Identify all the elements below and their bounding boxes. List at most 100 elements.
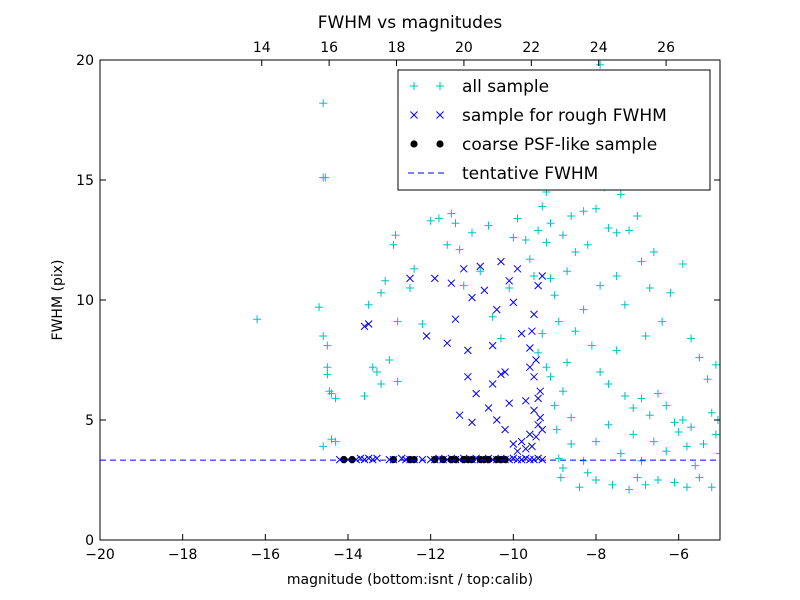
all-sample-point-82 <box>542 363 551 372</box>
rough-fwhm-point-93 <box>536 387 545 396</box>
all-sample-point-90 <box>575 483 584 492</box>
rough-fwhm-point-66 <box>509 298 518 307</box>
rough-fwhm-point-43 <box>360 322 369 331</box>
rough-fwhm-point-75 <box>536 413 545 422</box>
rough-fwhm-point-58 <box>476 262 485 271</box>
all-sample-point-101 <box>707 483 716 492</box>
top-x-tick-label-0: 14 <box>253 40 271 56</box>
rough-fwhm-point-55 <box>464 372 472 381</box>
all-sample-point-17 <box>368 363 377 372</box>
all-sample-point-116 <box>592 437 600 446</box>
rough-fwhm-point-50 <box>451 315 460 324</box>
all-sample-point-24 <box>393 377 402 386</box>
rough-fwhm-point-64-b <box>501 368 509 376</box>
rough-fwhm-point-44 <box>364 320 373 328</box>
all-sample-point-28 <box>410 264 419 273</box>
rough-fwhm-point-83-b <box>513 447 522 456</box>
all-sample-point-57 <box>571 248 580 256</box>
all-sample-point-117 <box>579 456 588 465</box>
all-sample-point-7 <box>323 363 332 372</box>
top-x-tick-label-6: 26 <box>657 40 675 56</box>
all-sample-point-42 <box>505 284 514 292</box>
rough-fwhm-point-60 <box>484 404 493 412</box>
all-sample-point-78 <box>703 375 712 384</box>
rough-fwhm-point-62 <box>492 305 501 314</box>
rough-fwhm-point-77 <box>532 432 540 441</box>
all-sample-point-73 <box>658 317 667 326</box>
all-sample-point-94 <box>625 485 634 494</box>
rough-fwhm-point-82-b <box>517 437 526 446</box>
all-sample-point-131 <box>654 389 662 398</box>
top-x-tick-label-3: 20 <box>455 40 473 56</box>
all-sample-point-70 <box>633 212 642 220</box>
rough-fwhm-point-67 <box>513 264 522 273</box>
rough-fwhm-point-75-b <box>536 413 545 422</box>
rough-fwhm-point-80-b <box>526 430 534 439</box>
all-sample-point-123 <box>587 341 596 350</box>
rough-fwhm-point-56 <box>468 418 476 427</box>
all-sample-point-15 <box>360 392 369 400</box>
all-sample-point-115 <box>604 420 613 429</box>
all-sample-point-52 <box>546 219 555 228</box>
all-sample-point-48 <box>534 226 543 235</box>
legend-marker-a-2 <box>410 140 418 148</box>
rough-fwhm-point-92-b <box>534 420 542 429</box>
rough-fwhm-point-55-b <box>464 372 472 381</box>
rough-fwhm-point-63-b <box>497 257 505 266</box>
rough-fwhm-point-48 <box>443 339 452 348</box>
rough-fwhm-point-52-b <box>464 346 472 355</box>
x-tick-label-4: −12 <box>416 547 446 563</box>
all-sample-point-3 <box>321 173 330 182</box>
legend-frame <box>397 69 711 191</box>
x-tick-label-0: −20 <box>85 547 115 563</box>
all-sample-point-74 <box>666 288 675 297</box>
all-sample-point-88 <box>558 464 567 472</box>
all-sample-point-65 <box>604 224 613 232</box>
all-sample-point-45 <box>521 236 530 244</box>
rough-fwhm-point-71-b <box>530 310 538 319</box>
all-sample-point-127 <box>620 392 629 400</box>
all-sample-point-60 <box>583 240 592 249</box>
rough-fwhm-point-49 <box>447 279 456 288</box>
all-sample-point-107 <box>691 461 700 470</box>
all-sample-point-71 <box>637 257 646 266</box>
rough-fwhm-point-78 <box>530 372 538 381</box>
all-sample-point-33 <box>447 209 456 218</box>
all-sample-point-140 <box>563 267 572 276</box>
all-sample-point-81 <box>538 329 547 338</box>
all-sample-point-98 <box>670 478 679 487</box>
rough-fwhm-point-10-b <box>397 454 406 463</box>
y-tick-label-2: 10 <box>76 293 94 309</box>
all-sample-point-56 <box>567 212 576 220</box>
rough-fwhm-point-41-b <box>534 454 542 463</box>
legend-marker-b-1 <box>436 111 444 119</box>
all-sample-point-37 <box>468 228 476 237</box>
rough-fwhm-point-46-b <box>422 332 431 340</box>
all-sample-point-11 <box>331 394 340 403</box>
rough-fwhm-point-65-b <box>505 276 514 285</box>
rough-fwhm-point-73 <box>538 272 547 280</box>
all-sample-point-95 <box>633 473 642 482</box>
all-sample-point-46 <box>525 255 534 264</box>
rough-fwhm-point-85 <box>505 399 514 408</box>
rough-fwhm-point-53 <box>468 293 476 302</box>
rough-fwhm-point-50-b <box>451 315 460 324</box>
rough-fwhm-point-47 <box>430 274 439 283</box>
legend-marker-b-1-b <box>436 111 444 119</box>
rough-fwhm-point-74-b <box>538 425 547 434</box>
x-tick-label-6: −8 <box>586 547 607 563</box>
y-tick-label-4: 20 <box>76 53 94 69</box>
all-sample-point-67 <box>612 228 621 237</box>
rough-fwhm-point-94 <box>532 356 540 364</box>
all-sample-point-35 <box>455 245 464 254</box>
axis-layer: −20 −18 −16 −14 −12 −10 −8 −6 0 5 10 15 20 14 16 18 20 22… <box>76 40 720 563</box>
rough-fwhm-point-87-b <box>497 370 505 379</box>
all-sample-point-23 <box>393 317 402 326</box>
rough-fwhm-point-84-b <box>509 440 518 448</box>
all-sample-point-18 <box>372 368 381 376</box>
rough-fwhm-point-66-b <box>509 298 518 307</box>
rough-fwhm-point-80 <box>526 430 534 439</box>
rough-fwhm-point-45-b <box>406 274 414 283</box>
all-sample-point-6 <box>323 341 332 350</box>
